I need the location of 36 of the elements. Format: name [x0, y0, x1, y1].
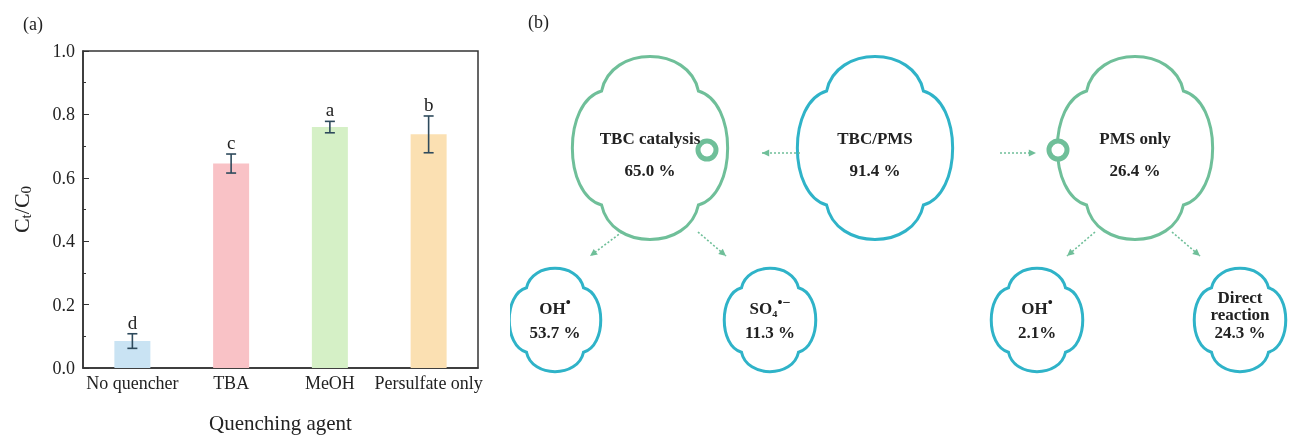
text: OH$^{•}$: [1020, 294, 1054, 318]
text: 53.7 %: [528, 322, 582, 342]
y-axis-title: Ct/C0: [9, 185, 34, 234]
bar: [410, 134, 447, 368]
text: 26.4 %: [1108, 160, 1162, 180]
bar: [213, 163, 250, 368]
annotation: a: [325, 99, 335, 121]
x-tick-label: TBA: [213, 373, 250, 393]
x-axis-title: Quenching agent: [209, 410, 353, 435]
text: 91.4 %: [848, 160, 902, 180]
x-tick-label: MeOH: [304, 373, 355, 393]
text: 65.0 %: [623, 160, 677, 180]
annotation: b: [423, 93, 434, 115]
annotation: c: [226, 132, 236, 154]
text: PMS only: [1098, 128, 1172, 148]
text: 2.1%: [1016, 322, 1058, 342]
chart-title: (a): [23, 14, 43, 35]
text: SO₄$^{•−}$: [748, 294, 792, 318]
text: 11.3 %: [743, 322, 797, 342]
y-tick-label: 0.6: [52, 167, 75, 188]
y-tick-label: 0.4: [52, 231, 75, 252]
text: Direct reaction: [1209, 288, 1271, 324]
annotation: d: [127, 311, 138, 333]
x-tick-label: Persulfate only: [374, 373, 483, 393]
bar: [114, 341, 151, 368]
bar: [311, 127, 348, 368]
text: TBC catalysis: [598, 128, 702, 148]
y-tick-label: 0.2: [52, 294, 75, 315]
text: TBC/PMS: [836, 128, 914, 148]
x-tick-label: No quencher: [86, 373, 179, 393]
y-tick-label: 0.8: [52, 104, 75, 125]
text: (b): [528, 12, 549, 33]
text: OH$^{•}$: [538, 294, 572, 318]
text: 24.3 %: [1213, 322, 1267, 342]
y-tick-label: 1.0: [52, 41, 75, 61]
y-tick-label: 0.0: [52, 358, 75, 378]
